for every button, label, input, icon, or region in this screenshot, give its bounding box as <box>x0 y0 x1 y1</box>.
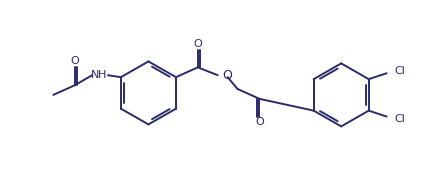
Text: O: O <box>223 69 233 82</box>
Text: H: H <box>98 70 106 80</box>
Text: Cl: Cl <box>394 66 405 76</box>
Text: O: O <box>255 117 264 127</box>
Text: N: N <box>91 70 99 80</box>
Text: Cl: Cl <box>394 114 405 124</box>
Text: O: O <box>71 56 80 66</box>
Text: O: O <box>194 39 202 49</box>
